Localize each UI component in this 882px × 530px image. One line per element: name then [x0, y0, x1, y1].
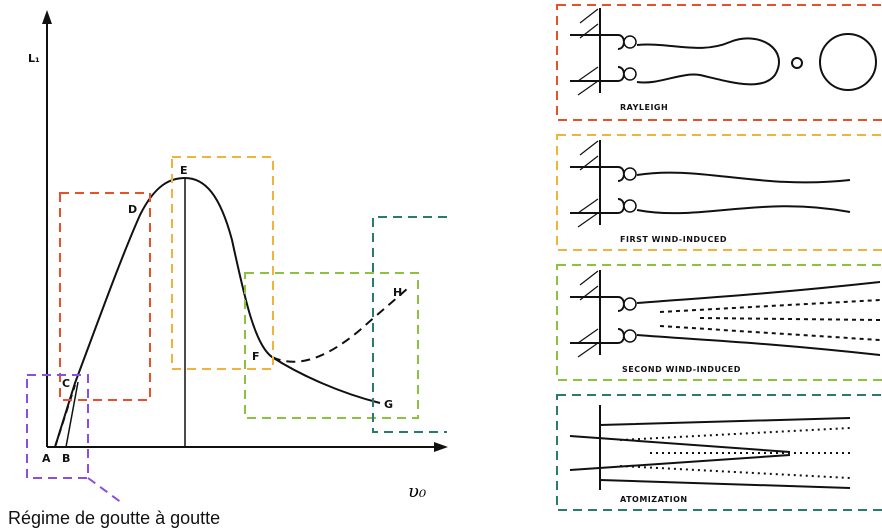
breakup-curve [54, 176, 409, 448]
y-axis-label: L₁ [28, 52, 40, 65]
point-label: C [62, 377, 70, 390]
panel-label: SECOND WIND-INDUCED [622, 365, 741, 374]
point-label: G [384, 398, 393, 411]
panel-atomization: ATOMIZATION [556, 394, 882, 511]
panel-second-wind: SECOND WIND-INDUCED [556, 264, 882, 381]
regime-boxes [26, 156, 447, 504]
panel-first-wind: FIRST WIND-INDUCED [556, 134, 882, 251]
annotation: Régime de goutte à goutte [8, 508, 220, 528]
point-label: E [180, 164, 188, 177]
point-label: F [252, 350, 260, 363]
point-label: H [393, 286, 402, 299]
panel-label: ATOMIZATION [620, 495, 688, 504]
x-axis-label: υ₀ [408, 481, 426, 502]
axes [42, 10, 448, 452]
panel-rayleigh: RAYLEIGH [556, 4, 882, 121]
point-label: B [62, 452, 70, 465]
panel-label: RAYLEIGH [620, 103, 668, 112]
panel-label: FIRST WIND-INDUCED [620, 235, 727, 244]
point-label: A [42, 452, 51, 465]
point-label: D [128, 203, 137, 216]
